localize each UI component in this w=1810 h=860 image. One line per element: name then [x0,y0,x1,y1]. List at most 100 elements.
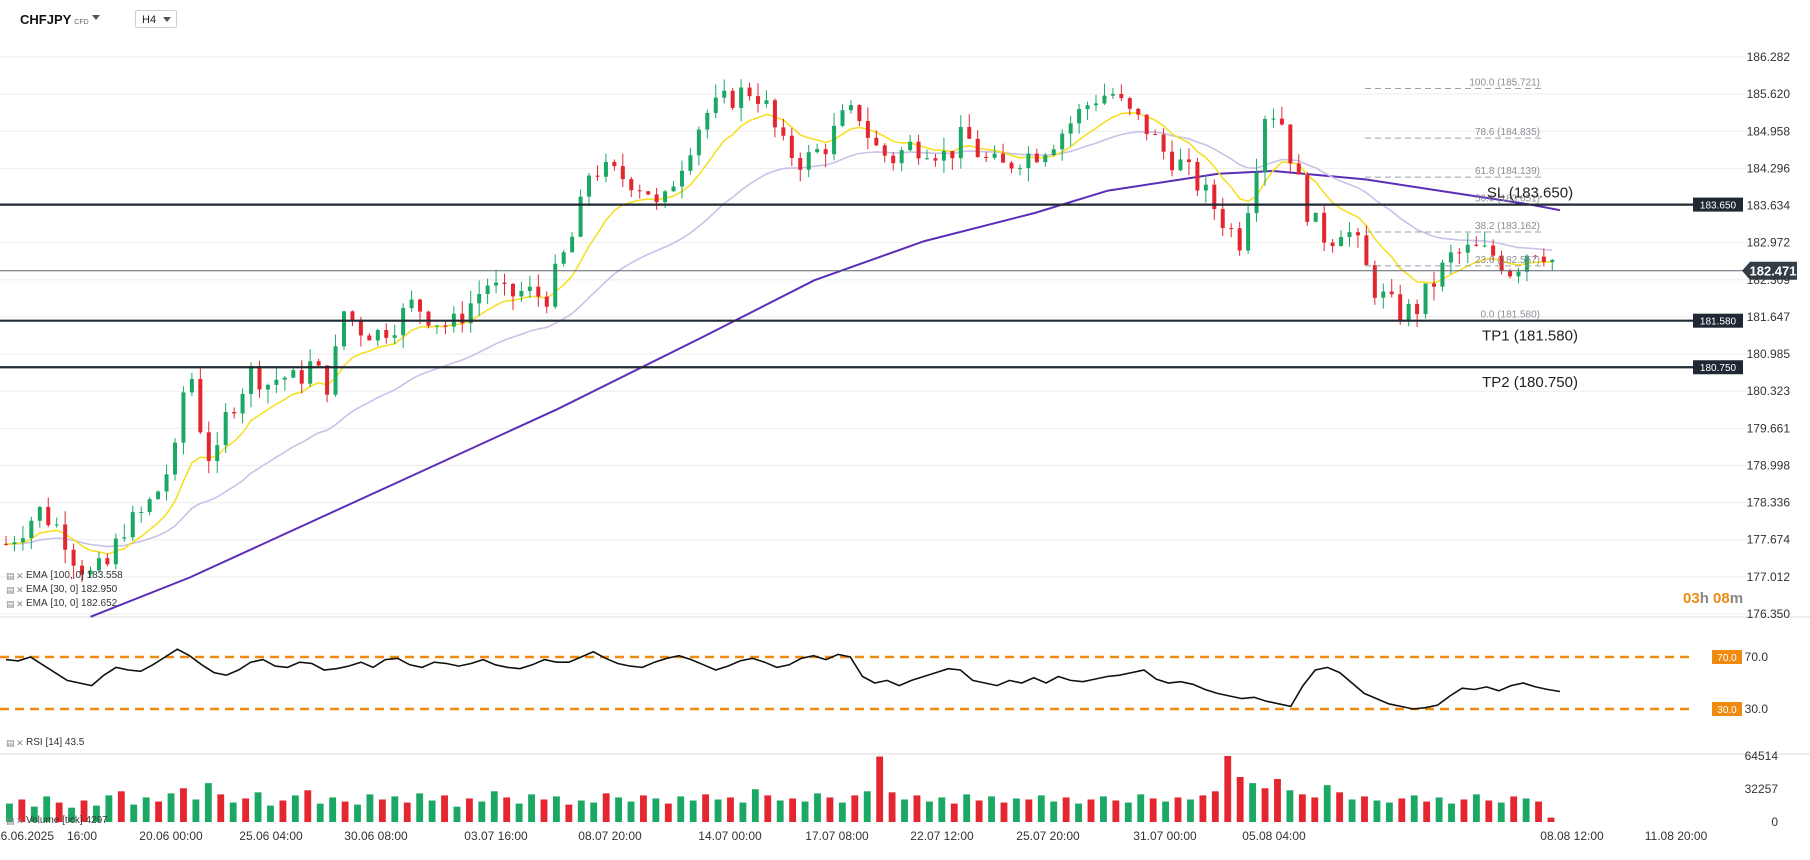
legend-ema-30[interactable]: ▤✕ EMA [30, 0] 182.950 [6,584,117,595]
candle-body [916,141,921,159]
candle-body [1448,252,1453,263]
volume-bar [652,798,660,822]
candle-body [443,325,448,327]
settings-icon[interactable]: ▤ [6,585,15,595]
volume-bar [615,797,623,822]
legend-rsi[interactable]: ▤✕ RSI [14] 43.5 [6,737,84,748]
volume-bar [751,789,759,822]
close-icon[interactable]: ✕ [16,571,24,581]
volume-bar [304,790,312,822]
volume-bar [1075,803,1082,822]
legend-ema-10[interactable]: ▤✕ EMA [10, 0] 182.652 [6,598,117,609]
current-price-tag [1742,261,1797,280]
legend-value: 183.558 [86,570,123,581]
volume-bar [130,804,138,822]
legend-name: EMA [26,570,48,581]
volume-bar [217,794,225,822]
candle-body [282,377,287,380]
volume-bar [68,807,75,822]
candle-body [865,121,870,138]
candle-body [265,384,270,390]
x-tick-label: 31.07 00:00 [1133,829,1197,843]
grid-lines [0,56,1810,755]
candle-body [325,365,330,395]
volume-bar [1535,801,1542,822]
close-icon[interactable]: ✕ [16,599,24,609]
y-tick-label: 178.998 [1747,458,1791,472]
candle-body [806,152,811,170]
x-tick-label: 22.07 12:00 [910,829,974,843]
timeframe-select[interactable]: H4 [135,10,177,28]
candle-body [232,412,237,414]
symbol-dropdown-icon[interactable] [92,15,100,20]
candle-body [206,432,211,462]
close-icon[interactable]: ✕ [16,816,24,826]
volume-bar [1448,803,1455,822]
candle-body [1533,255,1538,257]
candle-body [756,96,761,104]
y-tick-label: 186.282 [1747,50,1791,64]
settings-icon[interactable]: ▤ [6,816,15,826]
candle-body [71,549,76,566]
volume-bar [403,802,411,822]
rsi-tick-label: 30.0 [1745,702,1769,716]
volume-bar [1087,799,1095,822]
fib-label: 78.6 (184.835) [1475,127,1540,138]
candle-body [544,296,549,307]
candle-body [223,412,228,446]
y-tick-label: 181.647 [1747,310,1791,324]
settings-icon[interactable]: ▤ [6,599,15,609]
candle-body [671,186,676,192]
volume-bar [465,798,473,822]
countdown-part: m [1730,590,1743,607]
rsi-panel: 70.0 30.0 70.0 30.0 [0,648,1769,716]
candle-body [1305,174,1310,222]
x-tick-label: 16:00 [67,829,97,843]
fib-label: 38.2 (183.162) [1475,221,1540,232]
settings-icon[interactable]: ▤ [6,738,15,748]
candle-body [358,321,363,336]
close-icon[interactable]: ✕ [16,585,24,595]
trade-levels[interactable]: SL (183.650) 183.650 TP1 (181.580) 181.580 T… [0,185,1797,607]
candle-body [485,285,490,295]
close-icon[interactable]: ✕ [16,738,24,748]
volume-bar [1149,798,1157,822]
volume-bar [627,801,635,822]
volume-bar [254,792,262,822]
volume-bar [540,799,548,822]
fib-label: 0.0 (181.580) [1481,310,1541,321]
volume-bar [664,803,672,822]
volume-bar [565,804,573,822]
volume-bar [478,801,486,822]
legend-ema-100[interactable]: ▤✕ EMA [100, 0] 183.558 [6,570,123,581]
chart-toolbar: CHFJPY CFD H4 [0,0,1810,40]
candle-body [1161,134,1166,152]
symbol-name: CHFJPY [20,12,72,27]
candle-body [1541,256,1546,262]
rsi-tick-label: 70.0 [1745,650,1769,664]
volume-bar [789,798,797,822]
candle-body [409,299,414,309]
symbol-selector[interactable]: CHFJPY CFD [20,12,89,27]
volume-bar [378,799,386,822]
settings-icon[interactable]: ▤ [6,571,15,581]
candle-body [418,299,423,312]
volume-bar [279,800,287,822]
x-tick-label: 30.06 08:00 [344,829,408,843]
rsi-band-tag-text: 70.0 [1717,653,1737,664]
legend-volume[interactable]: ▤✕ Volume [tick] 4297 [6,815,108,826]
level-tag [1693,313,1743,328]
volume-bar [1274,779,1281,822]
volume-bar [1547,817,1555,822]
volume-bar [1037,795,1045,822]
candle-body [1136,108,1141,115]
volume-bar [1012,798,1020,822]
legend-text: Volume [tick] 4297 [26,815,108,826]
volume-bar [18,799,26,822]
x-tick-label: 11.08 20:00 [1645,829,1708,843]
candle-body [1043,154,1048,163]
candle-body [1457,252,1462,254]
candle-body [37,506,42,521]
candle-body [468,303,473,324]
